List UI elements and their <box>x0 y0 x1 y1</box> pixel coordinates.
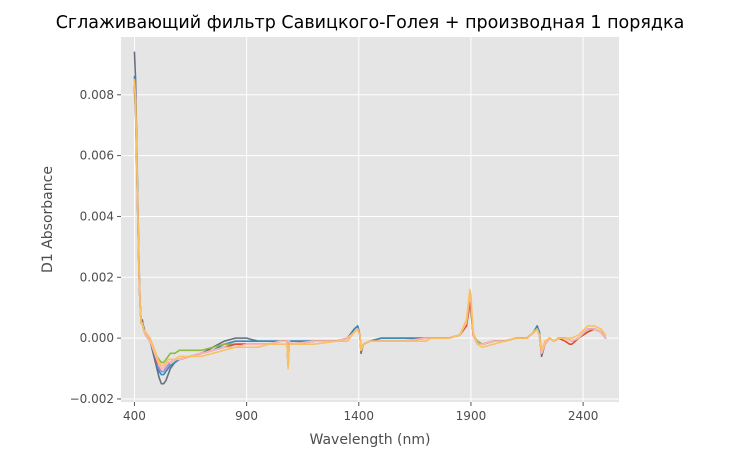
x-axis-label: Wavelength (nm) <box>310 432 431 448</box>
y-tick-label: −0.002 <box>70 392 114 406</box>
y-axis-label: D1 Absorbance <box>40 166 56 273</box>
chart-title: Сглаживающий фильтр Савицкого-Голея + пр… <box>56 13 685 33</box>
x-tick-label: 400 <box>123 409 146 423</box>
data-series <box>133 51 607 385</box>
y-tick-label: 0.006 <box>80 149 114 163</box>
y-tick-label: 0.004 <box>80 209 114 223</box>
y-axis: −0.002 0.000 0.002 0.004 0.006 0.008 <box>70 88 121 406</box>
x-tick-label: 1900 <box>456 409 487 423</box>
series-line-7 <box>133 78 607 370</box>
x-tick-label: 900 <box>235 409 258 423</box>
x-tick-label: 2400 <box>568 409 599 423</box>
grid <box>121 37 619 402</box>
x-axis: 400 900 1400 1900 2400 <box>123 402 598 423</box>
x-tick-label: 1400 <box>344 409 375 423</box>
y-tick-label: 0.000 <box>80 331 114 345</box>
y-tick-label: 0.002 <box>80 270 114 284</box>
y-tick-label: 0.008 <box>80 88 114 102</box>
